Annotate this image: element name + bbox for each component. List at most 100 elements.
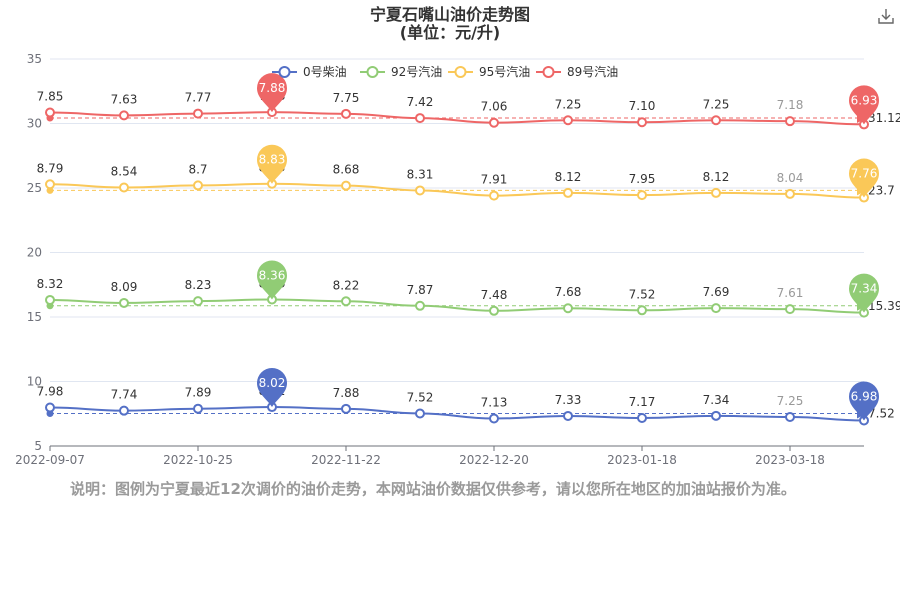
data-label: 7.25 [777, 394, 804, 408]
data-point [119, 405, 129, 416]
data-point [711, 303, 721, 314]
pin-label: 8.83 [259, 153, 286, 167]
marker-pin: 8.02 [257, 368, 287, 408]
data-label: 7.77 [185, 91, 212, 105]
data-point [785, 304, 795, 315]
data-point [119, 110, 129, 121]
data-label: 8.32 [37, 277, 64, 291]
x-tick-label: 2022-10-25 [163, 453, 233, 467]
data-label: 7.98 [37, 385, 64, 399]
data-label: 8.04 [777, 171, 804, 185]
series-line [49, 298, 865, 314]
data-point [193, 296, 203, 307]
marker-pin: 6.93 [849, 85, 879, 125]
legend-symbol [278, 66, 291, 78]
y-tick-label: 25 [27, 181, 42, 195]
marker-pin: 7.88 [257, 73, 287, 113]
data-point [415, 408, 425, 419]
pin-label: 7.76 [851, 167, 878, 181]
x-tick-label: 2023-01-18 [607, 453, 677, 467]
pin-shape [257, 73, 287, 113]
average-label: 7.52 [868, 407, 895, 421]
legend-symbol [542, 66, 555, 78]
marker-pin: 7.76 [849, 158, 879, 198]
series-3: 23.7 8.79 8.54 8.7 8.83 8.68 8.31 7.91 8.12 7.95 8… [37, 144, 895, 203]
data-point [193, 403, 203, 414]
data-label: 7.25 [555, 97, 582, 111]
pin-shape [257, 260, 287, 300]
series-2: 15.39 8.32 8.09 8.23 8.36 8.22 7.87 7.48 7.68 7.5… [37, 260, 900, 318]
x-tick-label: 2023-03-18 [755, 453, 825, 467]
data-label: 7.25 [703, 97, 730, 111]
pin-label: 6.93 [851, 93, 878, 107]
data-point [45, 294, 55, 305]
data-point [489, 190, 499, 201]
y-tick-label: 10 [27, 375, 42, 389]
data-label: 7.87 [407, 283, 434, 297]
data-label: 7.42 [407, 95, 434, 109]
pin-shape [849, 158, 879, 198]
legend-label: 95号汽油 [479, 64, 530, 79]
data-point [563, 410, 573, 421]
data-label: 7.10 [629, 99, 656, 113]
data-label: 8.12 [703, 170, 730, 184]
chart-title: 宁夏石嘴山油价走势图 [370, 5, 530, 24]
legend-label: 89号汽油 [567, 64, 618, 79]
x-tick-label: 2022-09-07 [15, 453, 85, 467]
data-point [119, 297, 129, 308]
download-icon[interactable] [878, 9, 894, 24]
y-tick-label: 15 [27, 310, 42, 324]
data-label: 7.52 [629, 287, 656, 301]
data-label: 8.09 [111, 280, 138, 294]
series-line [49, 111, 865, 126]
pin-label: 8.02 [259, 376, 286, 390]
data-label: 7.91 [481, 173, 508, 187]
data-point [415, 300, 425, 311]
data-label: 8.31 [407, 167, 434, 181]
data-label: 8.23 [185, 278, 212, 292]
series-line [49, 182, 865, 199]
data-point [637, 305, 647, 316]
data-label: 8.68 [333, 163, 360, 177]
marker-pin: 8.83 [257, 144, 287, 184]
data-point [45, 107, 55, 118]
data-point [415, 185, 425, 196]
average-label: 31.12 [868, 111, 900, 125]
data-label: 7.85 [37, 90, 64, 104]
data-point [563, 303, 573, 314]
data-point [489, 305, 499, 316]
chart-note: 说明：图例为宁夏最近12次调价的油价走势，本网站油价数据仅供参考，请以您所在地区… [70, 480, 796, 498]
data-point [341, 180, 351, 191]
data-point [785, 188, 795, 199]
data-label: 8.12 [555, 170, 582, 184]
data-point [711, 187, 721, 198]
legend-item-4[interactable]: 89号汽油 [536, 64, 618, 79]
pin-shape [257, 368, 287, 408]
pin-shape [849, 85, 879, 125]
data-label: 7.13 [481, 396, 508, 410]
data-point [637, 413, 647, 424]
pin-label: 7.88 [259, 81, 286, 95]
legend-item-3[interactable]: 95号汽油 [448, 64, 530, 79]
pin-label: 6.98 [851, 389, 878, 403]
legend-symbol [366, 66, 379, 78]
pin-label: 7.34 [851, 282, 878, 296]
y-tick-label: 5 [34, 439, 42, 453]
data-point [45, 402, 55, 413]
data-label: 7.06 [481, 100, 508, 114]
pin-label: 8.36 [259, 268, 286, 282]
data-label: 7.69 [703, 285, 730, 299]
legend-label: 92号汽油 [391, 64, 442, 79]
data-point [785, 116, 795, 127]
x-tick-label: 2022-11-22 [311, 453, 381, 467]
data-label: 7.18 [777, 98, 804, 112]
data-point [193, 108, 203, 119]
data-label: 7.63 [111, 92, 138, 106]
legend-item-2[interactable]: 92号汽油 [360, 64, 442, 79]
chart-subtitle: (单位：元/升) [400, 23, 500, 42]
legend-item-1[interactable]: 0号柴油 [272, 65, 347, 79]
data-point [637, 190, 647, 201]
y-tick-label: 30 [27, 117, 42, 131]
legend-symbol [454, 66, 467, 78]
